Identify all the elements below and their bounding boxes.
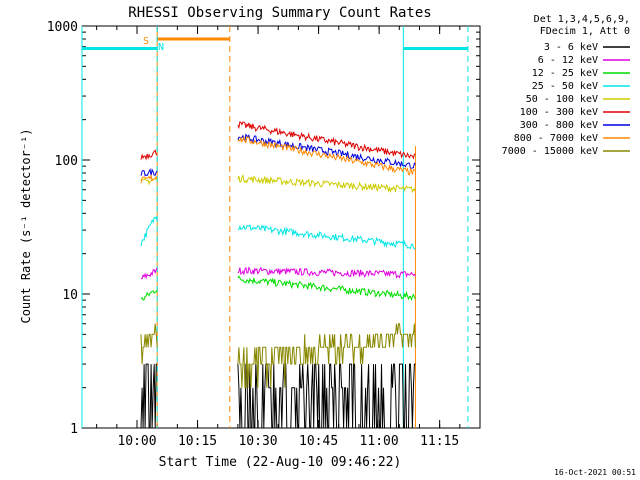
x-tick-label: 10:15 bbox=[178, 434, 217, 449]
series-12-25-keV bbox=[140, 289, 158, 301]
series-12-25-keV bbox=[237, 275, 416, 301]
series-7000-15000-keV bbox=[237, 323, 416, 389]
series-800-7000-keV bbox=[237, 135, 416, 176]
y-tick-label: 10 bbox=[62, 288, 78, 303]
x-tick-label: 11:15 bbox=[420, 434, 459, 449]
series-6-12-keV bbox=[237, 266, 416, 279]
legend-label: 3 - 6 keV bbox=[544, 42, 598, 53]
y-tick-label: 1000 bbox=[47, 20, 78, 35]
series-100-300-keV bbox=[140, 149, 158, 161]
legend-header-line: FDecim 1, Att 0 bbox=[540, 26, 630, 37]
y-axis-label: Count Rate (s⁻¹ detector⁻¹) bbox=[19, 128, 33, 323]
series-layer bbox=[140, 121, 416, 429]
series-3-6-keV bbox=[237, 363, 416, 429]
generation-timestamp: 16-Oct-2021 00:51 bbox=[554, 468, 636, 477]
legend-label: 300 - 800 keV bbox=[520, 120, 598, 131]
legend-header-line: Det 1,3,4,5,6,9, bbox=[534, 14, 630, 25]
x-tick-label: 10:30 bbox=[238, 434, 277, 449]
legend-label: 12 - 25 keV bbox=[532, 68, 598, 79]
series-3-6-keV bbox=[140, 363, 158, 429]
legend-label: 6 - 12 keV bbox=[538, 55, 598, 66]
x-axis-label: Start Time (22-Aug-10 09:46:22) bbox=[159, 455, 402, 470]
series-300-800-keV bbox=[237, 133, 416, 170]
x-tick-label: 10:45 bbox=[299, 434, 338, 449]
series-6-12-keV bbox=[140, 267, 158, 280]
series-800-7000-keV bbox=[140, 173, 158, 184]
legend-label: 25 - 50 keV bbox=[532, 81, 598, 92]
y-tick-label: 100 bbox=[55, 154, 78, 169]
series-100-300-keV bbox=[237, 121, 416, 160]
series-300-800-keV bbox=[140, 168, 158, 177]
series-50-100-keV bbox=[237, 173, 416, 194]
series-25-50-keV bbox=[140, 215, 158, 247]
legend-label: 7000 - 15000 keV bbox=[502, 146, 598, 157]
x-tick-label: 11:00 bbox=[360, 434, 399, 449]
flag-annotations bbox=[81, 26, 469, 428]
legend-label: 50 - 100 keV bbox=[526, 94, 598, 105]
x-tick-label: 10:00 bbox=[117, 434, 156, 449]
axis-ticks: 10:00 10:15 10:30 10:45 11:00 11:15 1 10 100 1000 bbox=[47, 20, 481, 449]
y-tick-label: 1 bbox=[70, 422, 78, 437]
legend-label: 100 - 300 keV bbox=[520, 107, 598, 118]
legend-label: 800 - 7000 keV bbox=[514, 133, 598, 144]
chart-title: RHESSI Observing Summary Count Rates bbox=[128, 5, 431, 21]
legend: Det 1,3,4,5,6,9,FDecim 1, Att 0 3 - 6 keV… bbox=[502, 14, 630, 157]
plot-frame bbox=[81, 25, 481, 429]
saa-flag-label: S bbox=[143, 36, 149, 47]
series-25-50-keV bbox=[237, 224, 416, 250]
series-7000-15000-keV bbox=[140, 323, 158, 365]
night-flag-label: N bbox=[158, 42, 164, 53]
